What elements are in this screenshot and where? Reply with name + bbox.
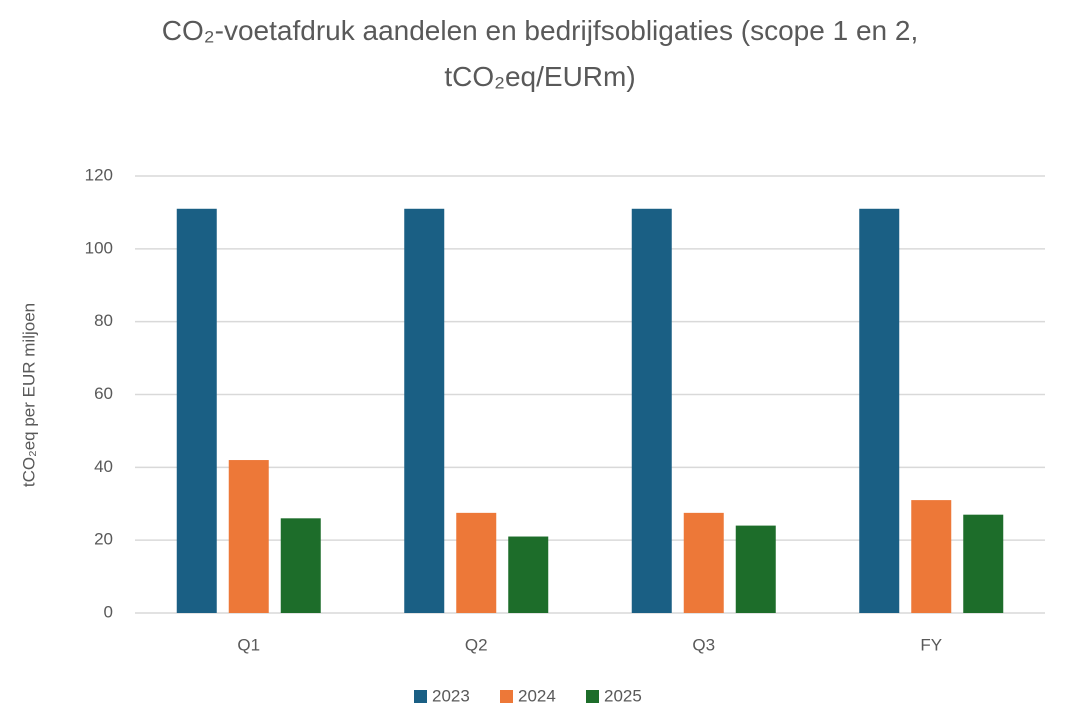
- bar: [228, 460, 269, 613]
- legend-swatch: [500, 690, 513, 703]
- bar: [404, 208, 445, 613]
- legend-label: 2024: [518, 686, 556, 705]
- y-tick-label: 0: [104, 602, 113, 621]
- legend-swatch: [414, 690, 427, 703]
- y-tick-label: 40: [94, 457, 113, 476]
- bar: [859, 208, 900, 613]
- bar: [683, 512, 724, 613]
- bar: [176, 208, 217, 613]
- legend-swatch: [586, 690, 599, 703]
- bar: [963, 514, 1004, 613]
- y-tick-label: 60: [94, 384, 113, 403]
- y-axis-label: tCO₂eq per EUR miljoen: [19, 303, 38, 487]
- bar: [456, 512, 497, 613]
- x-tick-label: FY: [920, 635, 942, 654]
- bar: [631, 208, 672, 613]
- chart-title: CO₂-voetafdruk aandelen en bedrijfsoblig…: [161, 15, 919, 92]
- x-tick-label: Q1: [237, 635, 260, 654]
- bar: [735, 525, 776, 613]
- x-tick-label: Q3: [692, 635, 715, 654]
- bar: [280, 518, 321, 613]
- x-tick-label: Q2: [465, 635, 488, 654]
- y-tick-label: 120: [85, 165, 113, 184]
- bar: [508, 536, 549, 613]
- y-tick-label: 100: [85, 238, 113, 257]
- y-tick-label: 80: [94, 311, 113, 330]
- legend-label: 2025: [604, 686, 642, 705]
- legend-label: 2023: [432, 686, 470, 705]
- bar: [911, 500, 952, 613]
- y-tick-label: 20: [94, 530, 113, 549]
